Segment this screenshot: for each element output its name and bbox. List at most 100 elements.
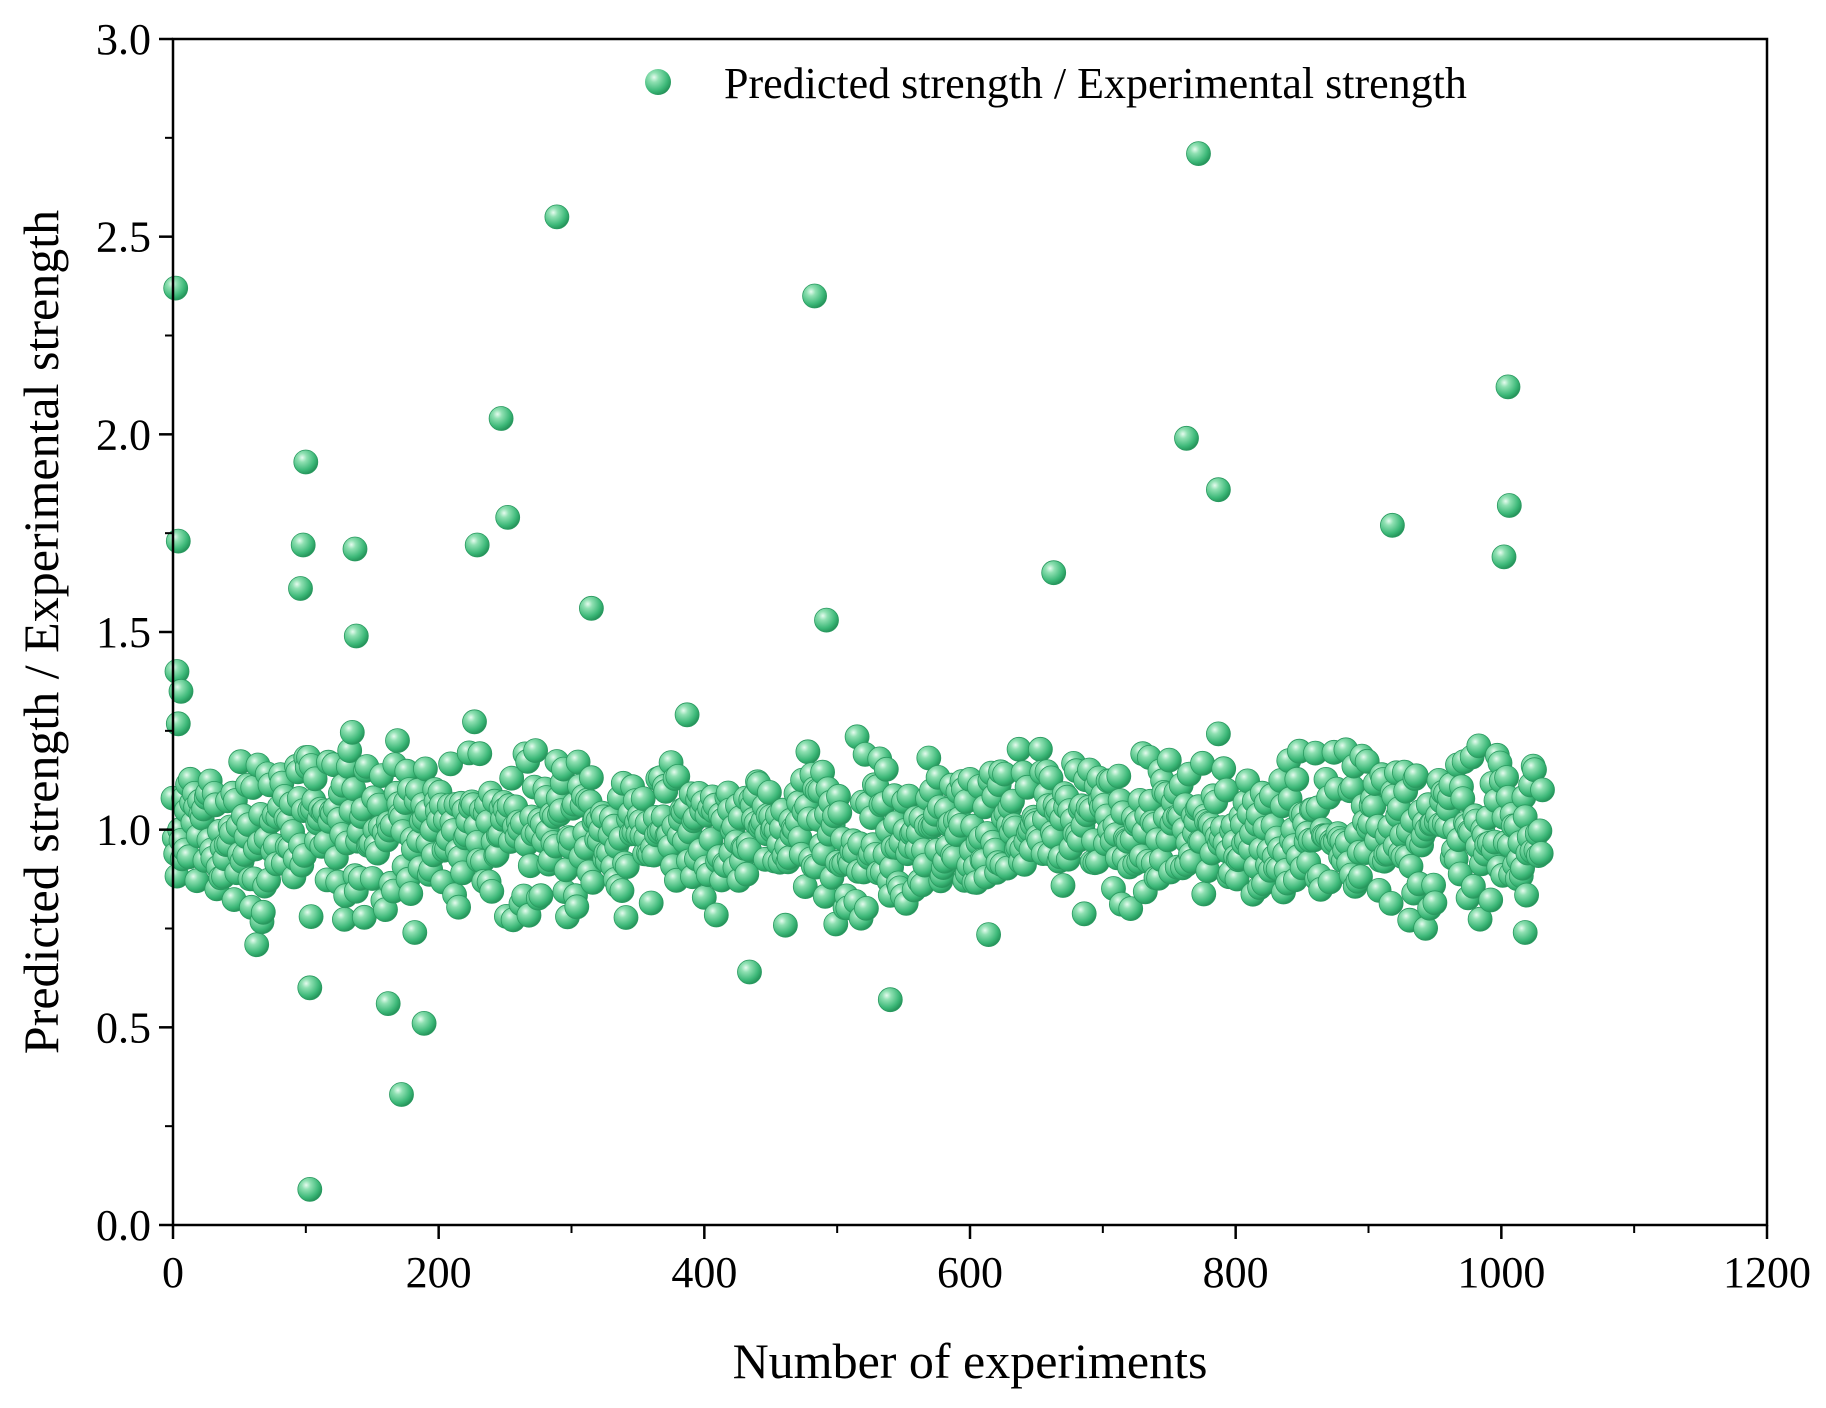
data-point [467,741,493,767]
data-point [1206,721,1231,747]
data-point [802,283,827,309]
data-point [1450,786,1476,811]
x-tick-label: 200 [406,1248,472,1297]
data-point [351,904,377,930]
data-point [1348,864,1373,890]
data-point [674,702,700,728]
data-point [1206,477,1231,503]
legend-label: Predicted strength / Experimental streng… [724,59,1467,108]
data-point [412,756,438,782]
data-point [609,878,635,903]
data-point [613,905,639,930]
data-point [528,883,554,909]
data-point [773,912,798,938]
data-point [1467,906,1493,932]
data-point [288,576,313,601]
data-point [297,975,323,1001]
data-point [343,623,369,649]
plot-frame [171,37,1769,1227]
data-point [1403,763,1429,789]
data-point [293,449,319,475]
data-point [462,709,487,735]
data-point [614,854,640,879]
data-point [168,678,194,704]
data-point [873,756,899,782]
data-point [795,739,821,765]
data-point [342,536,368,562]
data-point [1028,736,1053,762]
data-point [1461,873,1486,899]
data-point [479,879,505,904]
data-point [1527,818,1553,844]
y-tick-label: 0.0 [96,1201,151,1250]
data-point [495,505,521,530]
data-point [165,711,191,737]
data-point [827,800,853,826]
data-point [297,1177,323,1202]
data-point [579,595,604,621]
x-tick-label: 1000 [1457,1248,1545,1297]
y-tick-label: 3.0 [96,15,151,64]
data-point [1214,777,1239,803]
data-point [438,751,464,777]
data-point [1284,766,1310,792]
data-point [544,204,570,230]
x-tick-label: 0 [162,1248,184,1297]
data-point [290,532,316,558]
data-point [703,902,729,928]
data-point [375,991,401,1016]
data-point [638,890,664,916]
x-tick-label: 800 [1203,1248,1269,1297]
y-tick-label: 1.5 [96,608,151,657]
data-point [1528,841,1554,866]
data-point [302,766,328,792]
data-point [250,899,276,925]
data-point [1186,141,1211,167]
data-point [446,894,472,920]
data-point [877,987,903,1013]
legend-marker [645,69,671,95]
data-point [298,904,324,929]
y-tick-label: 1.0 [96,806,151,855]
data-point [385,728,410,753]
data-point [976,922,1001,947]
data-point [1422,890,1448,916]
data-point [814,607,839,633]
data-point [402,920,428,945]
data-point [1174,425,1199,451]
data-point [734,861,760,887]
data-point [1050,873,1076,898]
data-point [1495,374,1521,400]
data-point [411,1011,437,1036]
x-tick-label: 400 [671,1248,737,1297]
data-point [1380,512,1405,538]
data-point [1071,901,1097,927]
data-point [1118,896,1144,921]
y-tick-label: 0.5 [96,1003,151,1052]
data-point [523,738,548,763]
data-point [464,532,490,558]
data-point [389,1082,414,1107]
data-point [398,881,424,906]
data-point [1191,881,1217,907]
y-axis-title: Predicted strength / Experimental streng… [13,210,69,1054]
data-point [339,720,365,745]
data-point [163,275,189,301]
data-point [1211,756,1237,782]
data-point [1041,560,1067,586]
data-point [665,764,691,789]
data-point [1491,544,1517,570]
data-point [564,894,590,920]
data-point [1514,882,1539,908]
data-point [1317,869,1343,895]
data-point [499,765,525,791]
data-point [1156,747,1182,773]
data-point [854,896,879,921]
data-point [1378,891,1404,916]
data-point [1006,736,1032,762]
data-point [1512,920,1538,945]
x-tick-label: 1200 [1723,1248,1811,1297]
data-point [737,959,762,985]
data-point [244,932,270,958]
x-axis-title: Number of experiments [733,1333,1208,1389]
